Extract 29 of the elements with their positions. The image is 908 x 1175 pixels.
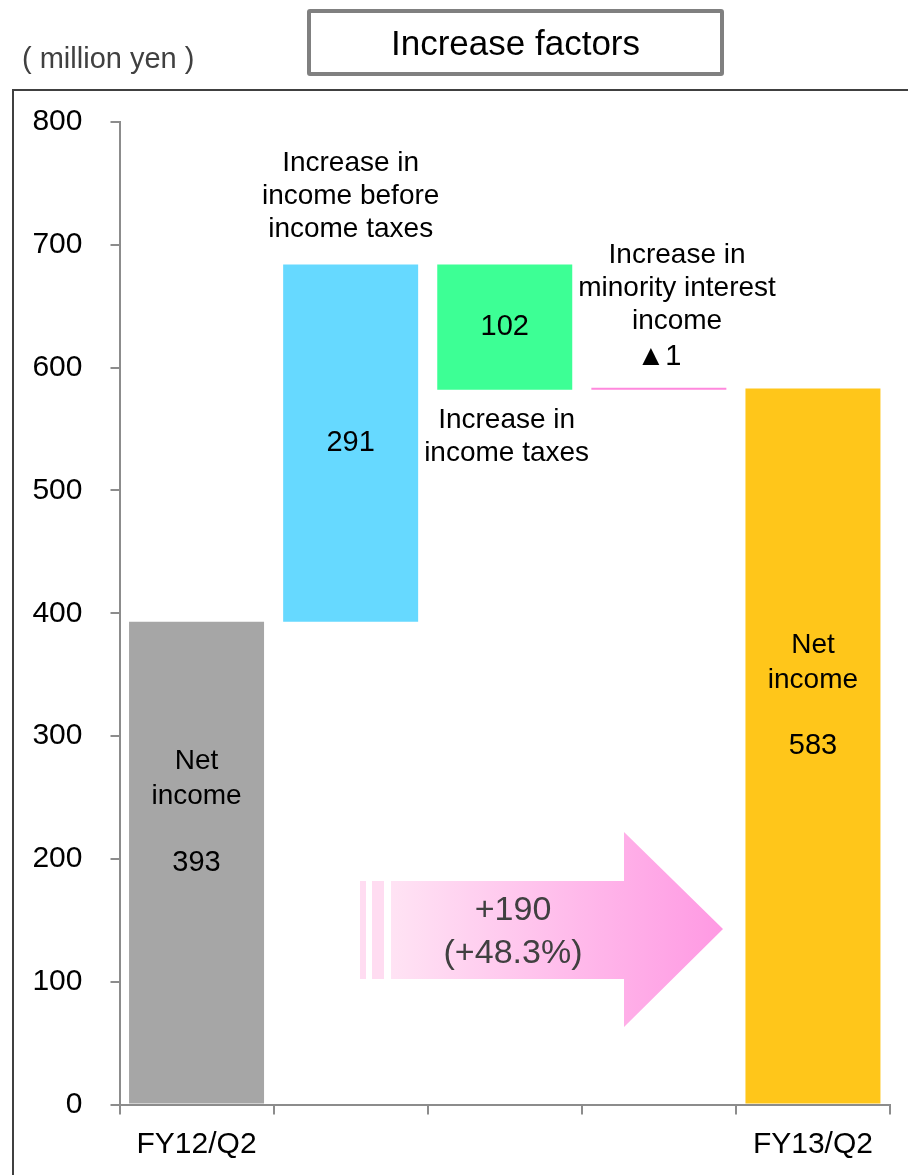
y-tick-label: 600 (32, 348, 83, 382)
bar (591, 387, 727, 390)
x-tick-label: FY12/Q2 (136, 1125, 257, 1159)
y-tick-label: 700 (32, 226, 83, 260)
chart-title: Increase factors (391, 22, 640, 63)
bar (129, 621, 265, 1104)
data-label: ▲1 (636, 338, 682, 371)
bar (437, 264, 573, 390)
bar (283, 264, 419, 622)
y-tick-label: 200 (32, 840, 83, 874)
data-label: 393 (172, 844, 221, 877)
y-tick-label: 0 (65, 1085, 83, 1119)
data-label: 291 (326, 425, 375, 458)
data-label: 583 (788, 728, 838, 760)
y-axis-title: ( million yen ) (22, 41, 195, 75)
bar (745, 388, 881, 1104)
annotation: Net income (151, 744, 242, 811)
annotation: Increase in income before income taxes (261, 146, 440, 244)
x-tick-label: FY13/Q2 (752, 1125, 873, 1159)
data-label: 102 (480, 309, 529, 342)
y-tick-label: 300 (32, 717, 83, 751)
annotation: Net income (767, 627, 859, 694)
y-tick-label: 400 (32, 594, 83, 628)
annotation: +190 (+48.3%) (442, 888, 584, 972)
y-tick-label: 800 (32, 103, 83, 137)
annotation: Increase in income taxes (424, 403, 590, 468)
y-tick-label: 100 (32, 962, 83, 996)
y-tick-label: 500 (32, 471, 83, 505)
annotation: Increase in minority interest income (578, 238, 777, 336)
